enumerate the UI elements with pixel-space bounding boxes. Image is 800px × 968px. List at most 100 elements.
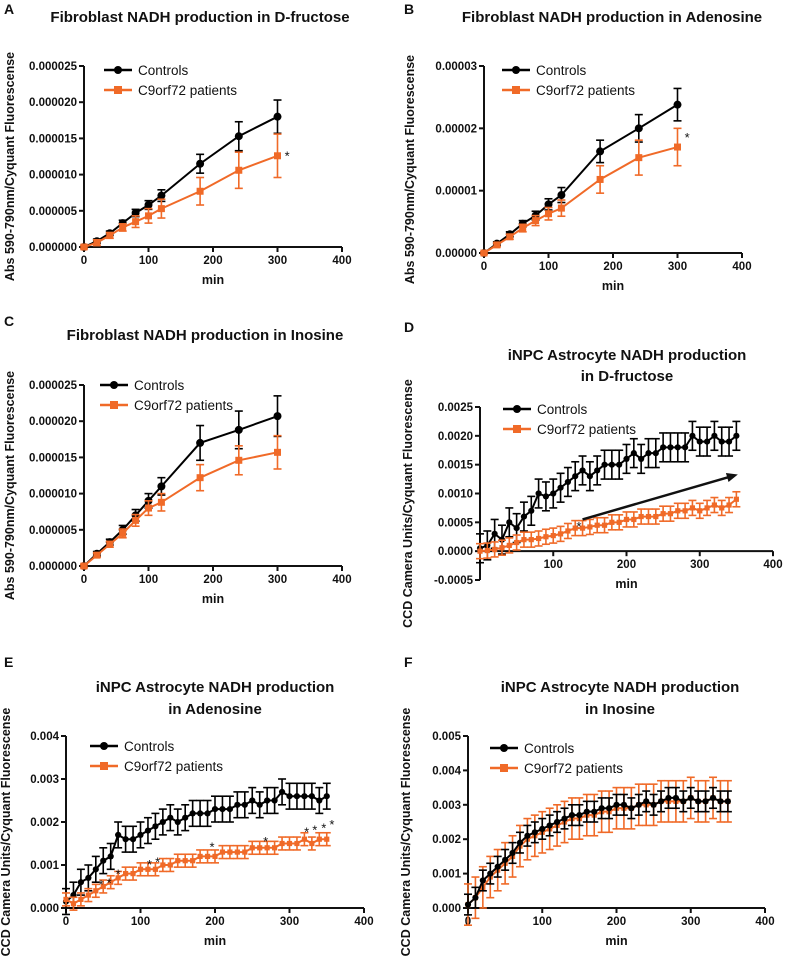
data-point	[323, 793, 330, 800]
x-axis-label: min	[615, 577, 637, 591]
x-axis-label: min	[605, 934, 627, 948]
y-tick-label: 0.000025	[29, 380, 78, 392]
x-tick-label: 400	[732, 261, 751, 273]
data-point	[521, 537, 527, 543]
data-point	[249, 797, 256, 804]
data-point	[100, 762, 108, 770]
data-point	[645, 450, 652, 457]
data-point	[137, 831, 144, 839]
data-point	[711, 432, 718, 439]
legend-label: Controls	[524, 741, 575, 756]
y-tick-label: 0.0015	[438, 460, 474, 472]
data-point	[717, 798, 724, 805]
data-point	[564, 478, 572, 486]
data-point	[645, 513, 652, 520]
panel-letter: C	[4, 313, 14, 329]
data-point	[182, 858, 188, 864]
y-axis-label: Abs 590-790nm/Cyquant Fluorescense	[403, 55, 417, 284]
data-point	[623, 455, 630, 462]
data-point	[234, 801, 241, 808]
data-point	[733, 432, 740, 439]
legend-label: Controls	[537, 402, 588, 417]
data-point	[491, 530, 498, 537]
data-point	[572, 525, 578, 531]
data-point	[271, 797, 278, 804]
data-point	[100, 857, 107, 864]
chart-panel-c: C Fibroblast NADH production in Inosine 0.…	[3, 313, 352, 606]
data-point	[132, 516, 140, 524]
y-tick-label: 0.000	[30, 903, 59, 915]
data-point	[539, 825, 546, 832]
significance-marker: *	[304, 825, 309, 840]
x-tick-label: 400	[763, 559, 782, 571]
data-point	[272, 845, 278, 851]
data-point	[609, 519, 615, 525]
data-point	[196, 474, 204, 482]
series-patients	[480, 127, 682, 257]
chart-title: iNPC Astrocyte NADH production	[508, 347, 747, 364]
data-point	[197, 810, 204, 817]
data-point	[587, 524, 593, 530]
x-tick-label: 0	[63, 916, 69, 928]
y-tick-label: -0.0005	[434, 575, 474, 587]
data-point	[78, 896, 84, 902]
data-point	[550, 490, 557, 497]
data-point	[608, 461, 615, 468]
panel-letter: B	[404, 1, 414, 17]
data-point	[682, 444, 689, 451]
data-point	[652, 450, 659, 457]
data-point	[616, 519, 622, 525]
y-tick-label: 0.001	[432, 869, 461, 881]
chart-title: iNPC Astrocyte NADH production	[96, 679, 335, 696]
data-point	[114, 66, 122, 74]
series-patients	[62, 831, 331, 911]
data-point	[718, 438, 725, 445]
data-point	[110, 381, 118, 389]
data-point	[557, 204, 565, 212]
data-point	[144, 827, 152, 834]
data-point	[119, 223, 127, 231]
data-point	[477, 548, 483, 554]
data-point	[242, 849, 248, 855]
data-point	[502, 856, 509, 863]
y-tick-label: 0.000020	[29, 97, 77, 109]
data-point	[634, 124, 643, 133]
panel-letter: D	[404, 319, 414, 335]
data-point	[264, 845, 270, 851]
series-controls	[476, 420, 741, 564]
data-point	[106, 231, 114, 239]
data-point	[167, 814, 174, 821]
x-tick-label: 300	[268, 255, 287, 267]
significance-marker: *	[147, 857, 152, 872]
data-point	[175, 858, 181, 864]
series-line	[83, 115, 278, 248]
x-tick-label: 100	[139, 574, 158, 586]
data-point	[308, 793, 315, 800]
data-point	[733, 496, 739, 502]
data-point	[586, 473, 593, 480]
data-point	[596, 175, 604, 183]
data-point	[719, 505, 725, 511]
data-point	[528, 507, 535, 514]
y-tick-label: 0.003	[432, 800, 461, 812]
data-point	[241, 801, 248, 808]
legend-label: C9orf72 patients	[524, 761, 623, 776]
data-point	[605, 805, 613, 812]
data-point	[576, 812, 583, 819]
data-point	[643, 798, 650, 805]
data-point	[70, 901, 77, 907]
y-tick-label: 0.001	[30, 860, 59, 872]
data-point	[174, 818, 181, 826]
panel-letter: F	[404, 654, 413, 670]
data-point	[152, 823, 159, 830]
data-point	[512, 66, 520, 74]
legend-label: Controls	[134, 378, 185, 393]
series-patients	[476, 490, 741, 560]
x-axis-label: min	[204, 934, 226, 948]
series-line	[83, 415, 278, 567]
data-point	[77, 879, 84, 886]
data-point	[80, 243, 88, 251]
data-point	[672, 794, 680, 802]
